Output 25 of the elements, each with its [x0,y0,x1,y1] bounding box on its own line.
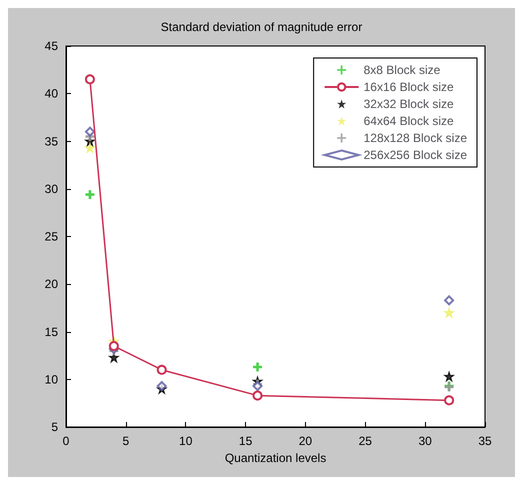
legend-label: 32x32 Block size [364,97,454,111]
legend-label: 8x8 Block size [364,63,441,77]
x-tick-label: 25 [358,434,372,448]
legend-label: 64x64 Block size [364,114,454,128]
y-tick-label: 10 [44,372,58,386]
x-tick-label: 30 [418,434,432,448]
y-tick-label: 35 [44,134,58,148]
y-tick-label: 5 [51,420,58,434]
legend-label: 256x256 Block size [364,148,468,162]
x-tick-label: 10 [179,434,193,448]
y-tick-label: 40 [44,86,58,101]
y-tick-label: 20 [44,277,58,292]
chart-title: Standard deviation of magnitude error [160,20,362,34]
y-tick-label: 45 [44,39,58,53]
legend-label: 16x16 Block size [364,80,454,94]
x-tick-label: 20 [298,434,312,448]
legend-label: 128x128 Block size [364,131,468,145]
x-tick-label: 0 [62,434,70,448]
y-tick-label: 30 [44,182,58,196]
x-axis-title: Quantization levels [224,450,326,465]
x-tick-label: 15 [238,434,253,448]
x-tick-label: 35 [478,434,492,448]
y-tick-label: 25 [44,230,58,244]
x-tick-label: 5 [122,434,130,448]
y-tick-label: 15 [44,324,58,339]
